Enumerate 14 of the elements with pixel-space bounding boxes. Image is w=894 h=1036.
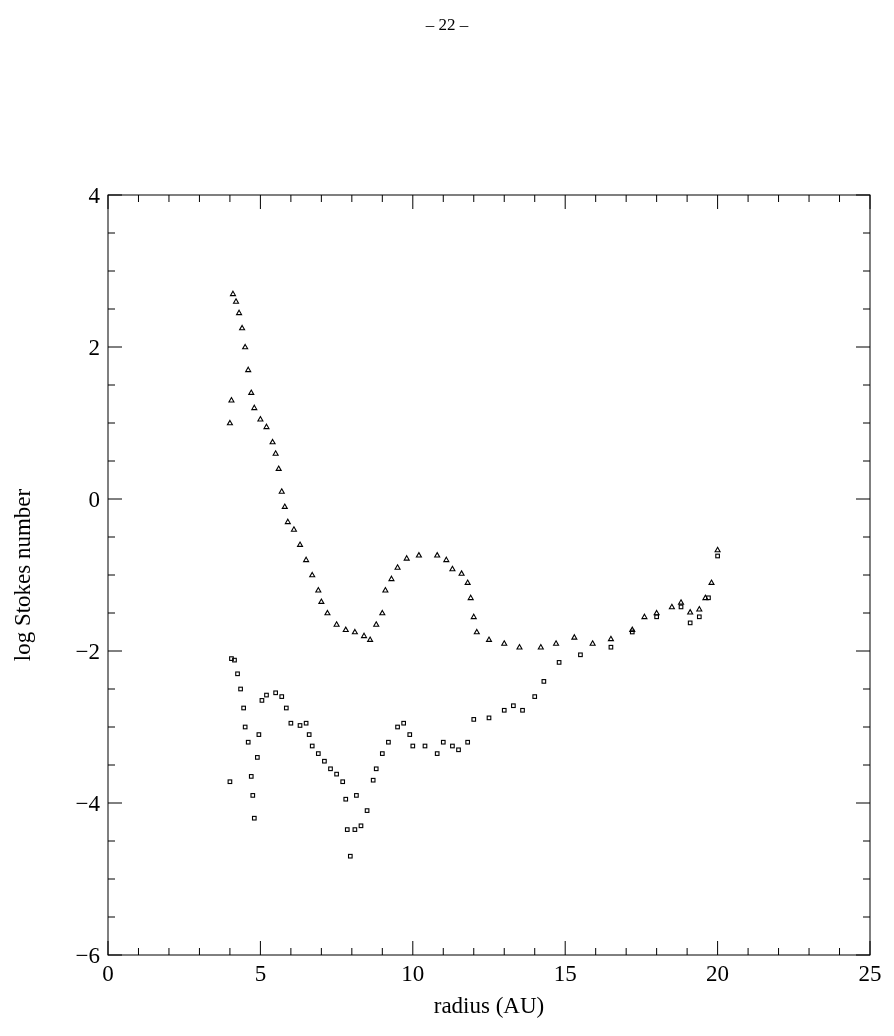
y-tick-label: 2 xyxy=(88,335,100,360)
y-tick-label: 4 xyxy=(88,183,101,208)
y-tick-label: −2 xyxy=(75,639,100,664)
y-tick-label: −4 xyxy=(75,791,101,816)
x-axis-title: radius (AU) xyxy=(433,993,545,1018)
x-tick-label: 25 xyxy=(858,961,882,986)
x-tick-label: 15 xyxy=(553,961,577,986)
x-tick-label: 10 xyxy=(401,961,425,986)
y-tick-label: 0 xyxy=(88,487,100,512)
text: – 22 – xyxy=(424,15,469,34)
y-axis-title: log Stokes number xyxy=(10,488,35,662)
y-tick-label: −6 xyxy=(75,943,100,968)
x-tick-label: 20 xyxy=(706,961,730,986)
x-tick-label: 5 xyxy=(254,961,267,986)
